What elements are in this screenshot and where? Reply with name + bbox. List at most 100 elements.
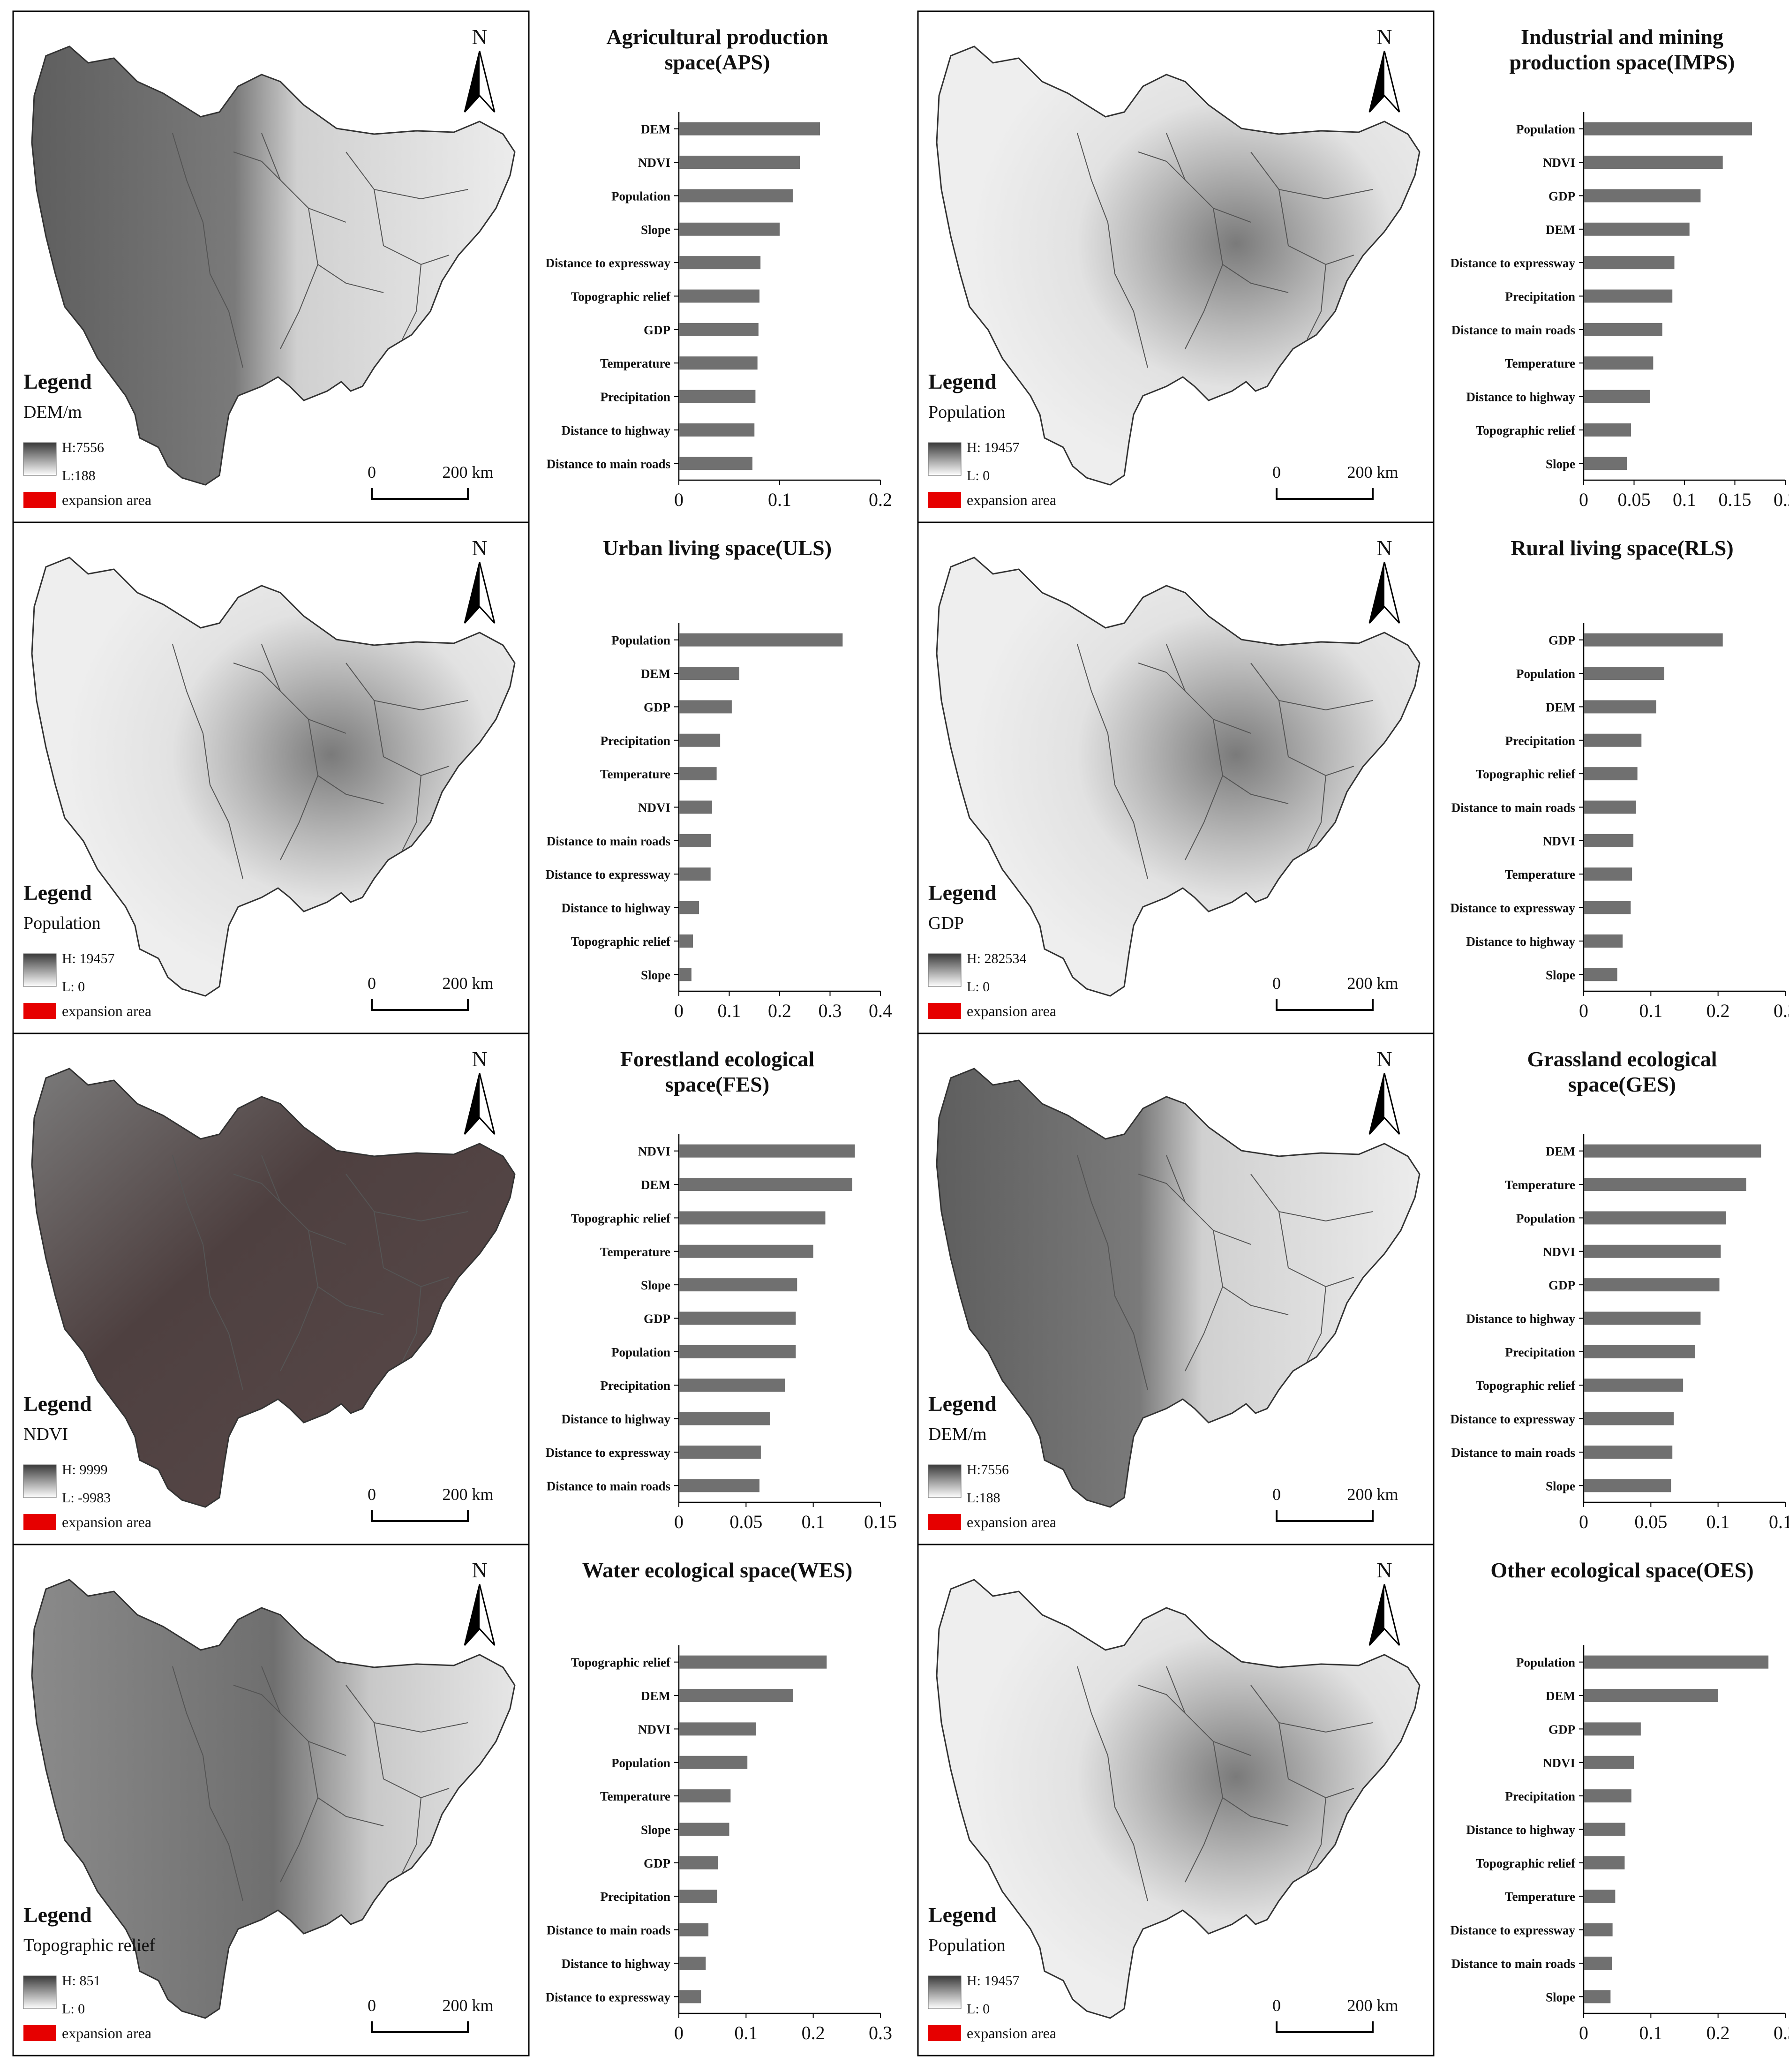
north-arrow-icon-fill: [1369, 1073, 1384, 1134]
scale-zero-label: 0: [1272, 463, 1281, 482]
province-outline: [31, 557, 516, 997]
x-tick-label: 0: [1579, 1511, 1588, 1532]
bar-precipitation: [1584, 289, 1673, 303]
legend-layer-name: NDVI: [23, 1424, 68, 1444]
bar-precipitation: [1584, 1789, 1631, 1803]
category-label: Distance to main roads: [547, 1923, 670, 1937]
legend-layer-name: DEM/m: [23, 402, 82, 422]
bar-distance-to-highway: [679, 901, 699, 914]
bar-temperature: [1584, 1890, 1616, 1903]
county-boundary: [1307, 1797, 1326, 1873]
bar-slope: [1584, 1990, 1611, 2004]
north-arrow: N: [464, 1558, 496, 1646]
north-label: N: [472, 536, 487, 560]
county-boundary: [374, 189, 450, 265]
province-map: [936, 1579, 1421, 2019]
bar-dem: [1584, 1144, 1761, 1158]
bar-ndvi: [1584, 1244, 1721, 1258]
scale-bar: 0 200 km: [1272, 1485, 1398, 1522]
county-boundary: [1166, 133, 1251, 223]
county-boundary: [233, 151, 281, 181]
scale-bar: 0 200 km: [368, 463, 494, 500]
category-label: DEM: [1546, 700, 1575, 714]
x-tick-label: 0.1: [1639, 2022, 1662, 2043]
bar-slope: [1584, 968, 1617, 981]
legend-low-value: L: -9983: [62, 1490, 111, 1506]
legend-high-value: H:7556: [967, 1462, 1009, 1477]
bar-topographic-relief: [1584, 1856, 1625, 1869]
county-boundary: [308, 1230, 384, 1315]
category-label: Precipitation: [1505, 290, 1575, 304]
category-label: Distance to expressway: [546, 1990, 671, 2004]
category-label: Topographic relief: [1476, 1856, 1576, 1870]
scale-bar: 0 200 km: [368, 974, 494, 1011]
x-tick-label: 0.2: [1706, 2022, 1730, 2043]
category-label: NDVI: [1543, 156, 1575, 170]
category-label: NDVI: [638, 801, 670, 815]
legend-expansion-label: expansion area: [62, 2025, 151, 2042]
category-label: Population: [1516, 1211, 1575, 1225]
bar-distance-to-main-roads: [679, 1923, 709, 1936]
scale-bar: 0 200 km: [1272, 1996, 1398, 2033]
scale-max-label: 200 km: [442, 1996, 493, 2015]
x-tick-label: 0.2: [768, 1000, 791, 1021]
county-boundary: [1250, 1685, 1373, 1733]
panel-1: N Legend DEM/m H:7556 L:188 expansion area 0 20…: [12, 10, 892, 523]
bar-dem: [679, 1178, 852, 1191]
county-boundary: [1213, 719, 1289, 804]
scale-bar-line: [1276, 488, 1374, 500]
county-boundary: [1077, 1666, 1148, 1901]
category-label: Topographic relief: [571, 934, 671, 949]
bar-ndvi: [1584, 834, 1634, 847]
county-boundary: [261, 1155, 346, 1245]
province-outline: [936, 45, 1421, 486]
bar-precipitation: [1584, 733, 1642, 747]
province-map: [31, 45, 516, 486]
county-boundary: [172, 1666, 243, 1901]
x-tick-label: 0: [674, 489, 684, 510]
legend-title: Legend: [928, 369, 997, 393]
bar-distance-to-highway: [1584, 1311, 1701, 1325]
county-boundary: [402, 264, 421, 340]
map-panel: N Legend NDVI H: 9999 L: -9983 expansion area…: [12, 1032, 530, 1545]
scale-bar: 0 200 km: [368, 1996, 494, 2033]
category-label: Population: [611, 1345, 670, 1359]
scale-bar-line: [1276, 2021, 1374, 2033]
bar-distance-to-expressway: [1584, 256, 1675, 270]
map-panel: N Legend Population H: 19457 L: 0 expansion a…: [917, 1544, 1435, 2057]
category-label: Distance to expressway: [1451, 1412, 1576, 1426]
legend-high-value: H: 19457: [967, 440, 1020, 455]
bar-distance-to-main-roads: [1584, 1956, 1612, 1970]
legend-expansion-swatch: [928, 1003, 961, 1019]
bar-temperature: [679, 1244, 813, 1258]
bar-topographic-relief: [1584, 767, 1638, 781]
category-label: Topographic relief: [571, 1211, 671, 1225]
county-boundary: [280, 1286, 318, 1371]
legend-expansion-swatch: [928, 492, 961, 508]
category-label: Topographic relief: [571, 1656, 671, 1670]
chart-title-line: Forestland ecological: [620, 1047, 814, 1071]
bar-gdp: [1584, 1278, 1720, 1292]
legend-color-ramp: [23, 442, 57, 476]
county-boundary: [1077, 644, 1148, 879]
province-outline: [936, 1068, 1421, 1508]
bar-slope: [679, 1823, 729, 1836]
bar-topographic-relief: [1584, 423, 1631, 437]
county-boundary: [1278, 700, 1354, 776]
category-label: Slope: [1546, 1479, 1575, 1493]
county-boundary: [308, 1741, 384, 1826]
bar-distance-to-main-roads: [679, 1479, 759, 1492]
county-boundary: [261, 133, 346, 223]
province-outline: [936, 557, 1421, 997]
scale-bar-line: [1276, 999, 1374, 1011]
map-legend: Legend GDP H: 282534 L: 0 expansion area: [928, 881, 1056, 1019]
county-boundary: [402, 775, 421, 851]
legend-low-value: L:188: [967, 1490, 1000, 1506]
north-arrow: N: [464, 25, 496, 113]
bar-dem: [679, 122, 820, 136]
legend-expansion-swatch: [23, 492, 56, 508]
bar-ndvi: [679, 800, 712, 814]
